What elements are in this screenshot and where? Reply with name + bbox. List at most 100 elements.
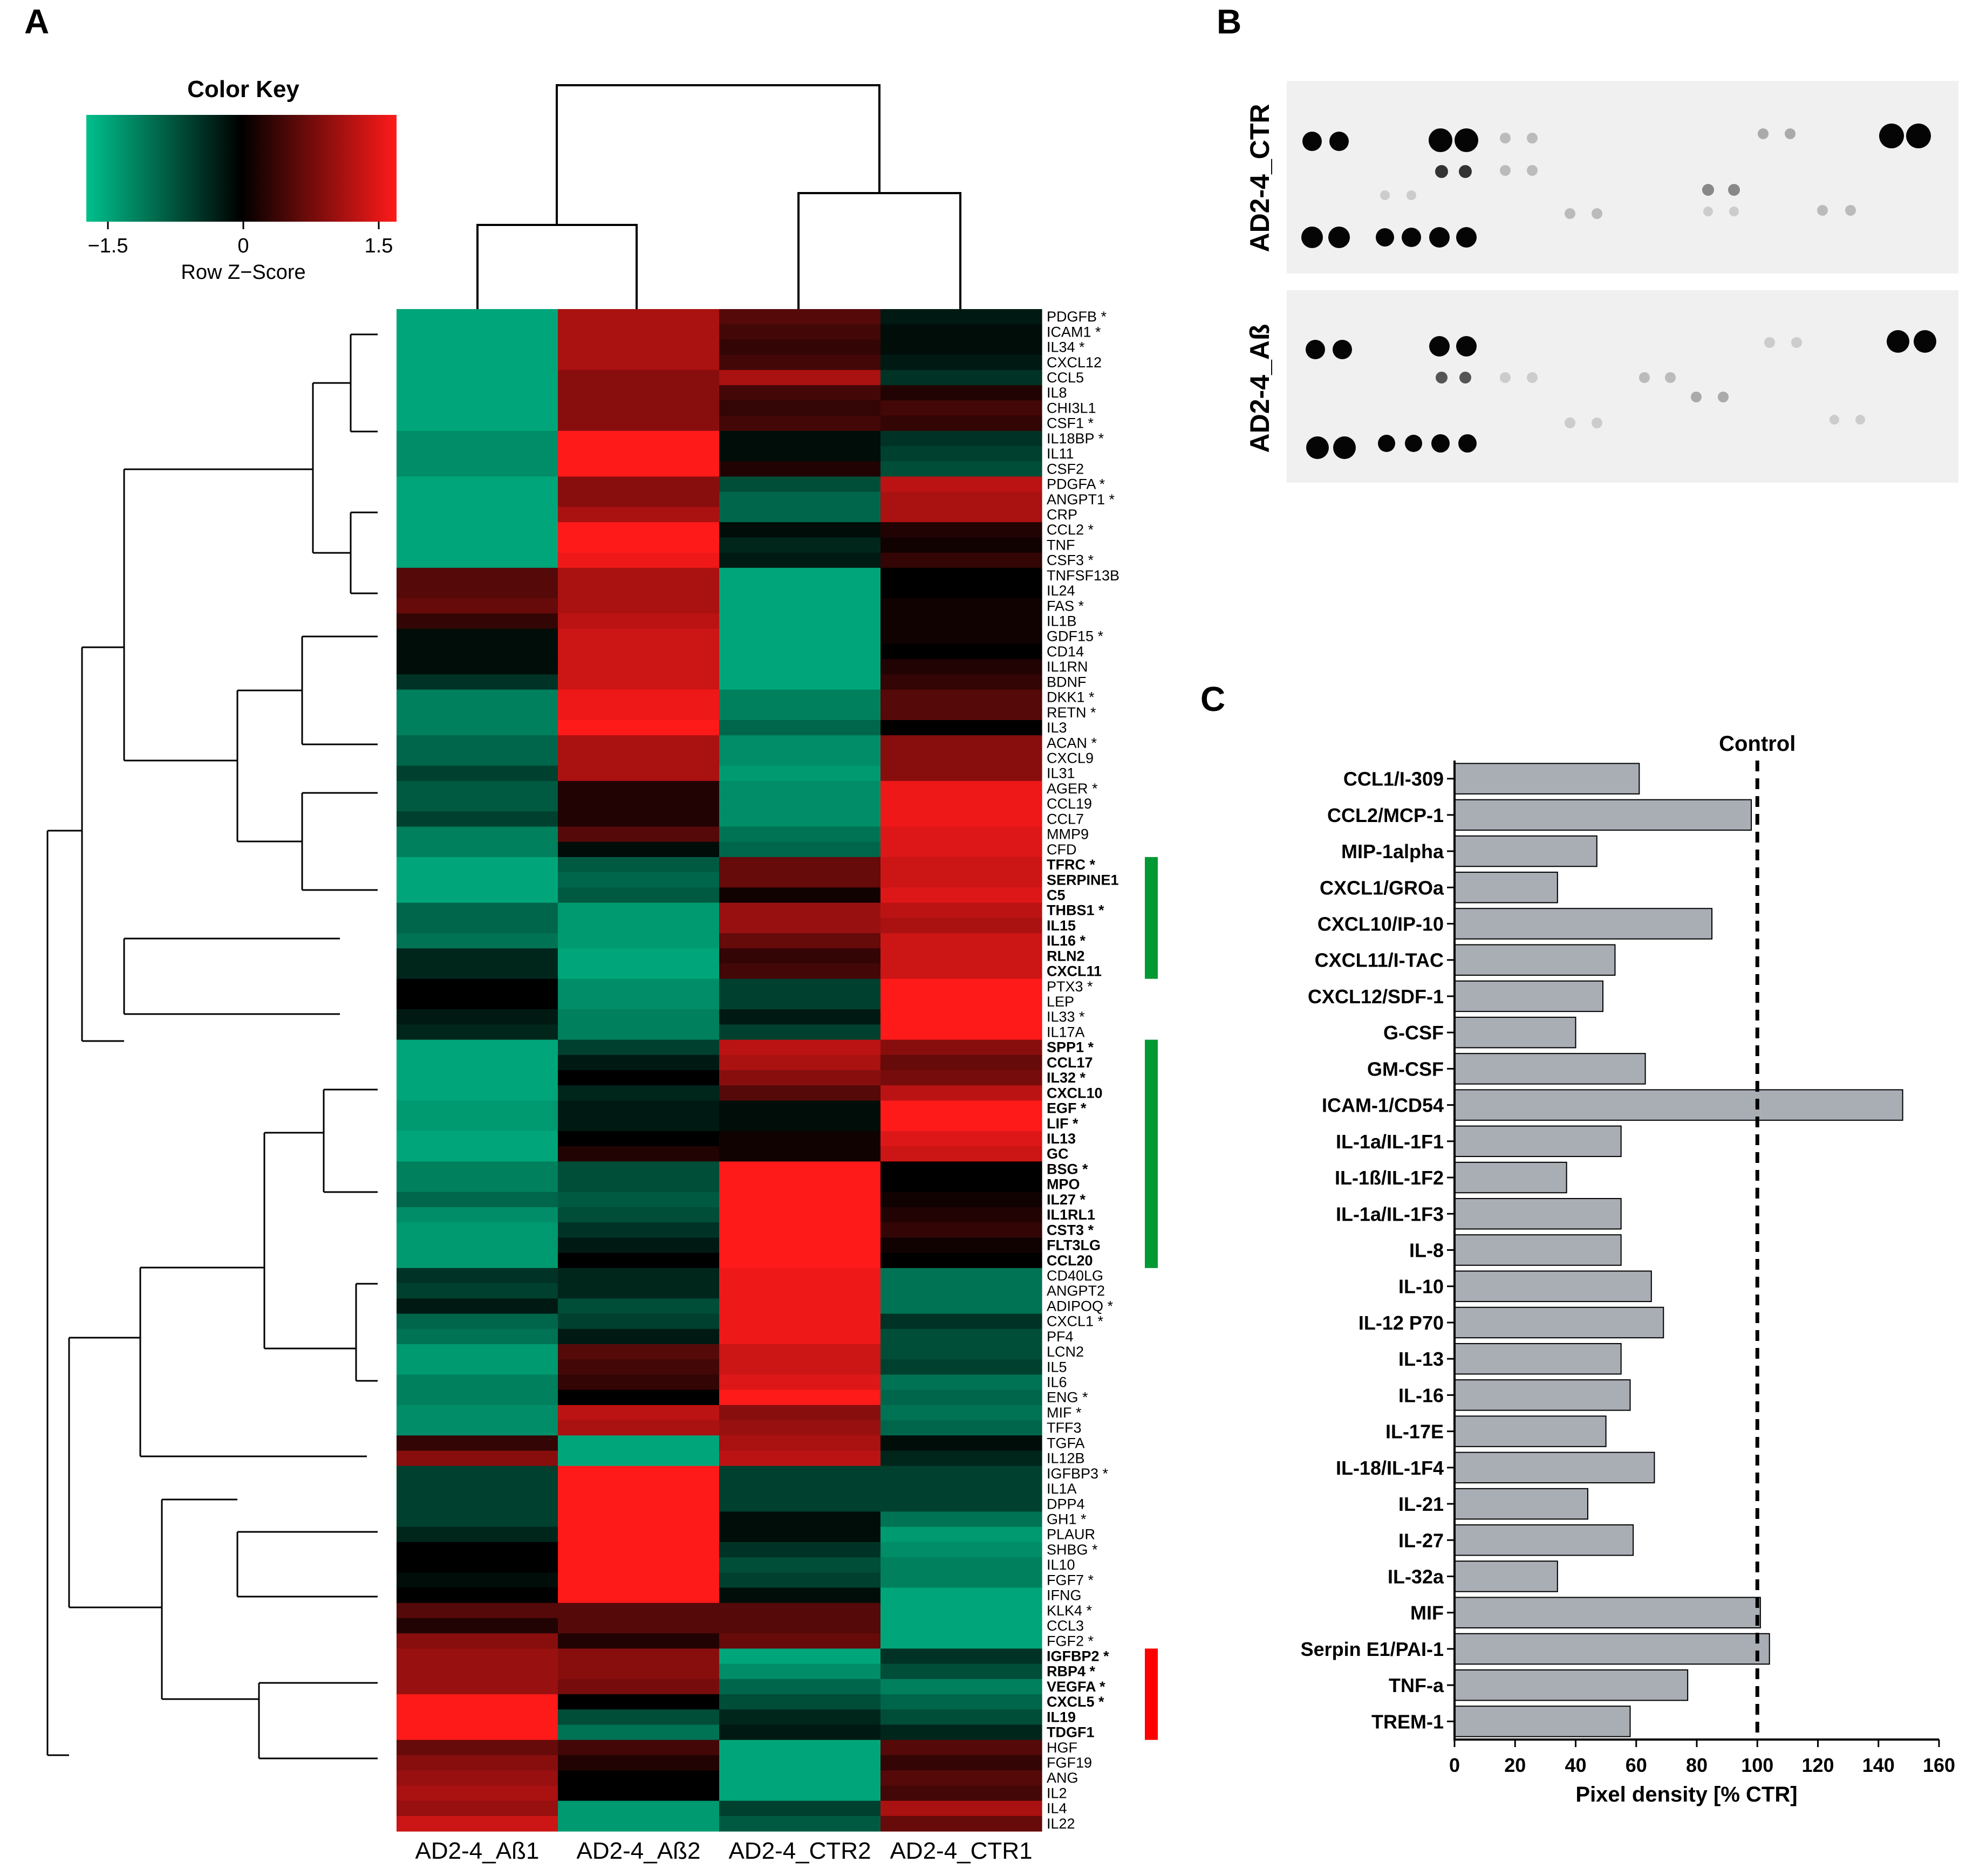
heatmap-cell [397, 1542, 558, 1558]
heatmap-cell [397, 1420, 558, 1436]
heatmap-row-label: IL2 [1047, 1785, 1067, 1801]
heatmap-cell [397, 735, 558, 751]
heatmap-cell [397, 978, 558, 995]
heatmap-cell [719, 1557, 881, 1573]
heatmap-cell [719, 1389, 881, 1406]
heatmap-cell [397, 750, 558, 766]
heatmap-cell [719, 583, 881, 599]
blot-spot [1691, 392, 1702, 402]
heatmap-cell [558, 1709, 720, 1726]
heatmap-column-label: AD2-4_Aß1 [415, 1838, 540, 1864]
blot-spot [1456, 227, 1477, 248]
heatmap-cell [880, 1192, 1042, 1208]
bar [1454, 1488, 1588, 1520]
heatmap-row-label: RLN2 [1047, 948, 1085, 964]
heatmap-row-label: GDF15 * [1047, 628, 1104, 645]
heatmap-cell [880, 1100, 1042, 1117]
heatmap-cell [719, 750, 881, 766]
blot-spot [1565, 417, 1575, 428]
heatmap-row-label: TNFSF13B [1047, 567, 1119, 584]
blot-spot [1914, 330, 1936, 353]
heatmap-cell [880, 1055, 1042, 1071]
heatmap-cell [719, 1298, 881, 1314]
heatmap-cell [397, 1435, 558, 1451]
heatmap-cell [558, 1572, 720, 1589]
heatmap-cell [397, 1252, 558, 1269]
heatmap-cell [558, 1192, 720, 1208]
heatmap-cell [719, 1770, 881, 1786]
heatmap-cell [880, 1313, 1042, 1330]
heatmap-cell [397, 354, 558, 371]
heatmap-row-label: IL13 [1047, 1131, 1076, 1147]
heatmap-cell [558, 1024, 720, 1040]
heatmap-row-label: VEGFA * [1047, 1679, 1105, 1695]
bar-category-label: IL-18/IL-1F4 [1336, 1457, 1444, 1479]
heatmap-cell [719, 1131, 881, 1147]
heatmap-cell [397, 598, 558, 614]
heatmap-cell [397, 1466, 558, 1482]
heatmap-row-label: PTX3 * [1047, 978, 1093, 995]
bar [1454, 1234, 1622, 1266]
heatmap-cell [719, 385, 881, 401]
heatmap-row-label: SHBG * [1047, 1542, 1098, 1558]
heatmap-cell [880, 415, 1042, 432]
heatmap-cell [558, 567, 720, 584]
blot-panel: AD2-4_CTR AD2-4_Aß [1245, 81, 1958, 483]
heatmap-cell [397, 872, 558, 888]
heatmap-cell [397, 826, 558, 843]
heatmap-cell [397, 811, 558, 827]
heatmap-cell [397, 994, 558, 1010]
heatmap-cell [880, 1572, 1042, 1589]
heatmap-cell [880, 1481, 1042, 1497]
blot-spot [1431, 434, 1450, 453]
heatmap-cell [397, 1405, 558, 1421]
heatmap-cell [880, 765, 1042, 782]
heatmap-cell [397, 461, 558, 477]
blot-membrane [1287, 81, 1958, 273]
heatmap-cell [880, 1755, 1042, 1771]
heatmap-cell [397, 1663, 558, 1680]
heatmap-row-label: IGFBP3 * [1047, 1466, 1109, 1482]
heatmap-row-label: FGF2 * [1047, 1633, 1094, 1649]
heatmap-cell [719, 476, 881, 492]
heatmap-cell [558, 948, 720, 964]
heatmap-cell [397, 963, 558, 980]
heatmap-row-label: IL16 * [1047, 933, 1086, 949]
heatmap-cell [880, 1542, 1042, 1558]
heatmap-cell [558, 537, 720, 553]
heatmap-cell [397, 522, 558, 538]
heatmap-cell [558, 598, 720, 614]
heatmap-cell [558, 1663, 720, 1680]
heatmap-row-label: IL10 [1047, 1557, 1075, 1573]
heatmap-row-label: C5 [1047, 887, 1066, 903]
heatmap-cell [397, 887, 558, 903]
heatmap-cell [719, 1359, 881, 1375]
heatmap-cell [558, 750, 720, 766]
heatmap-cell [397, 537, 558, 553]
heatmap-cell [880, 583, 1042, 599]
heatmap-cell [397, 491, 558, 508]
heatmap-cell [880, 796, 1042, 812]
heatmap-cell [397, 1009, 558, 1025]
heatmap-cell [397, 948, 558, 964]
blot-spot [1429, 227, 1450, 248]
heatmap-cell [880, 400, 1042, 416]
heatmap-cell [719, 1603, 881, 1619]
blot-spot [1376, 228, 1394, 247]
heatmap-row-label: IL27 * [1047, 1192, 1086, 1208]
heatmap-cell [880, 887, 1042, 903]
heatmap-cell [719, 1450, 881, 1467]
heatmap-cell [880, 750, 1042, 766]
bar-category-label: CXCL11/I-TAC [1315, 949, 1444, 971]
heatmap-cell [558, 309, 720, 325]
blot-spot [1429, 336, 1450, 357]
heatmap-cell [719, 1055, 881, 1071]
heatmap-cell [719, 1572, 881, 1589]
blot-spot [1380, 190, 1390, 200]
bar-category-label: IL-32a [1388, 1566, 1444, 1588]
heatmap-cell [719, 522, 881, 538]
heatmap-row-label: CD40LG [1047, 1268, 1103, 1284]
heatmap-cell [558, 522, 720, 538]
heatmap-cell [558, 720, 720, 736]
heatmap-cell [719, 1039, 881, 1056]
